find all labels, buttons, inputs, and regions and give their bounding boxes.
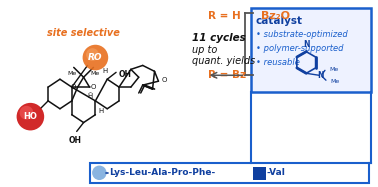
Text: OH: OH [119, 70, 132, 79]
Text: Me: Me [329, 67, 338, 72]
Text: • substrate-optimized: • substrate-optimized [256, 30, 348, 39]
Text: Lys-Leu-Ala-Pro-Phe-: Lys-Leu-Ala-Pro-Phe- [109, 168, 215, 177]
Text: N: N [317, 71, 323, 80]
Text: quant. yields: quant. yields [192, 56, 255, 67]
Circle shape [83, 45, 108, 70]
FancyBboxPatch shape [251, 8, 371, 92]
Text: O: O [91, 84, 96, 90]
Text: O: O [161, 77, 167, 83]
Text: H̄: H̄ [87, 93, 92, 99]
Circle shape [17, 103, 44, 131]
Text: -Val: -Val [267, 168, 286, 177]
Text: R = H: R = H [208, 11, 240, 21]
Circle shape [93, 166, 106, 179]
Text: O: O [71, 84, 76, 90]
Text: • polymer-supported: • polymer-supported [256, 44, 344, 53]
Text: catalyst: catalyst [256, 16, 303, 26]
Text: 11 cycles: 11 cycles [192, 33, 246, 43]
Text: H: H [103, 68, 108, 74]
Text: R = Bz: R = Bz [208, 70, 246, 80]
Text: Me: Me [67, 71, 76, 76]
FancyBboxPatch shape [90, 163, 369, 183]
Text: Me: Me [91, 71, 100, 76]
Text: Me: Me [330, 79, 339, 84]
Text: • reusable: • reusable [256, 58, 300, 67]
Circle shape [86, 48, 99, 61]
Text: N: N [303, 40, 310, 49]
Text: site selective: site selective [47, 28, 120, 38]
Bar [253, 167, 266, 180]
Text: up to: up to [192, 45, 217, 55]
Text: RO: RO [88, 53, 103, 62]
Text: Bz₂O: Bz₂O [261, 11, 290, 21]
Circle shape [20, 106, 33, 120]
Text: HO: HO [23, 112, 37, 121]
Text: H: H [98, 108, 104, 114]
Text: OH: OH [68, 136, 81, 145]
